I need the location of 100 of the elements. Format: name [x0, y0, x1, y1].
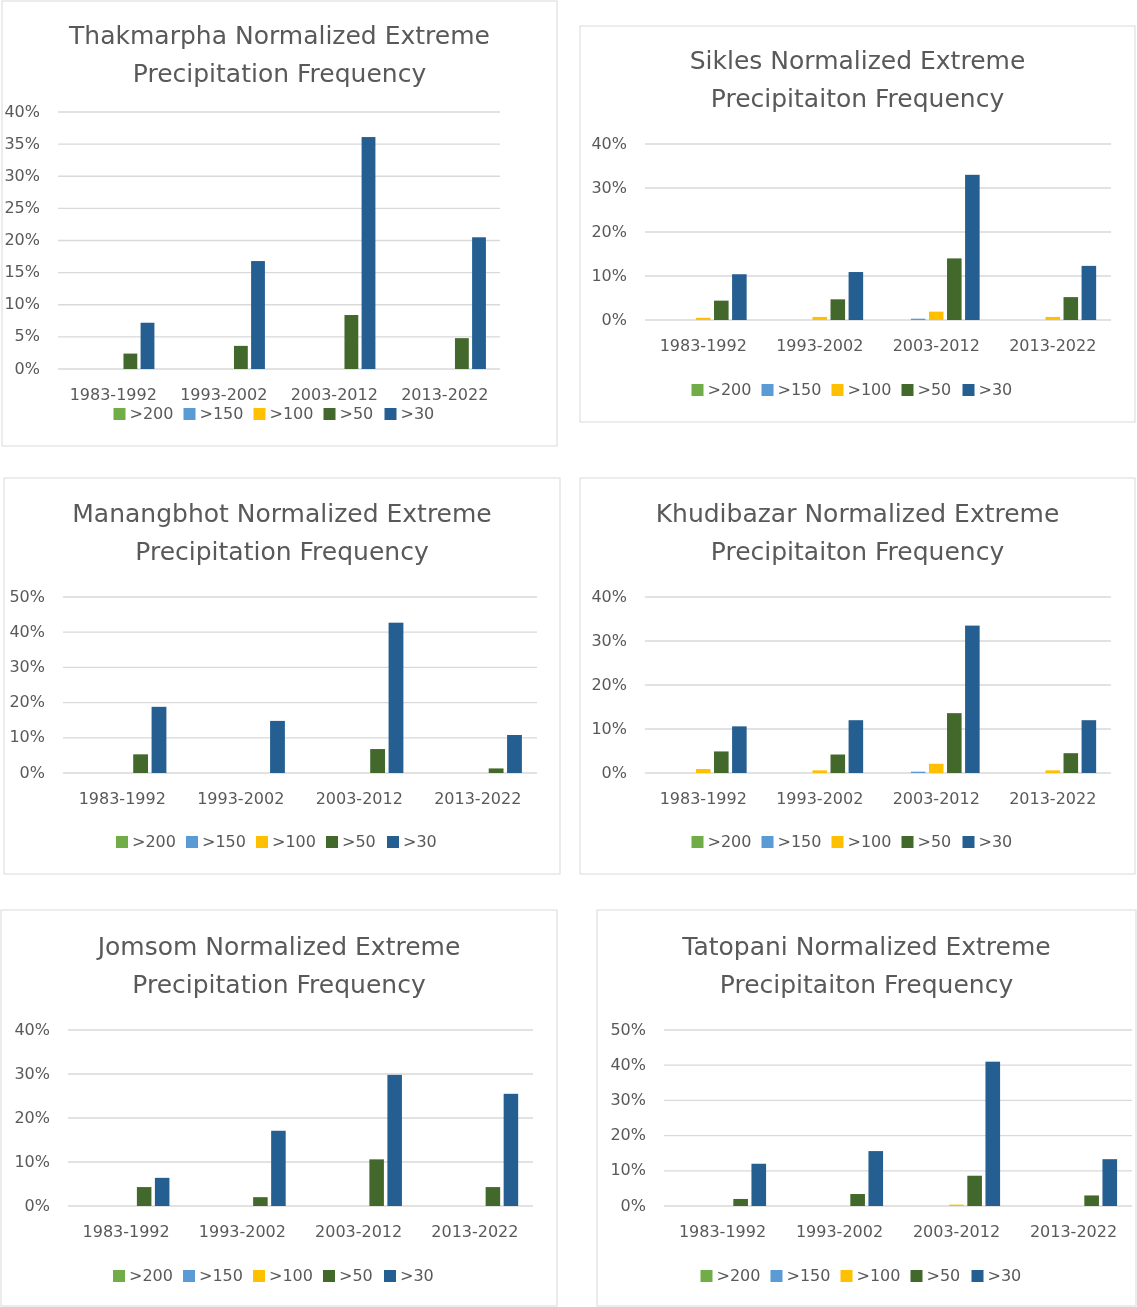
y-tick-label: 30%	[610, 1089, 646, 1109]
x-tick-label: 2003-2012	[892, 788, 980, 808]
legend-label: >150	[777, 831, 822, 851]
y-tick-label: 0%	[24, 1195, 50, 1215]
bar	[967, 1175, 982, 1206]
x-tick-label: 1993-2002	[776, 335, 864, 355]
bar	[370, 749, 386, 773]
bar	[947, 713, 962, 773]
bar	[454, 338, 469, 369]
x-tick-label: 1983-1992	[659, 788, 747, 808]
bar	[369, 1159, 384, 1206]
y-tick-label: 0%	[19, 762, 45, 782]
x-tick-label: 1983-1992	[678, 1221, 767, 1241]
x-tick-label: 2003-2012	[912, 1221, 1001, 1241]
legend-label: >30	[400, 403, 435, 423]
bar	[507, 734, 522, 773]
bar	[733, 1198, 748, 1206]
x-tick-label: 1993-2002	[776, 788, 864, 808]
bar	[830, 754, 846, 773]
x-tick-label: 2003-2012	[892, 335, 980, 355]
bar	[1063, 297, 1079, 320]
chart-title: Jomsom Normalized Extreme Precipitation Frequency	[95, 932, 461, 999]
legend-label: >30	[400, 1265, 434, 1285]
legend-label: >200	[707, 831, 752, 851]
legend-label: >200	[132, 831, 176, 851]
legend-label: >50	[342, 831, 376, 851]
bar	[812, 770, 828, 773]
bar	[695, 317, 711, 320]
x-tick-label: 1983-1992	[82, 1221, 170, 1241]
bar	[251, 261, 265, 369]
x-tick-label: 2013-2022	[1029, 1221, 1118, 1241]
legend-label: >200	[707, 379, 752, 399]
bar	[868, 1151, 884, 1206]
bar	[151, 706, 167, 773]
legend-label: >30	[978, 831, 1013, 851]
legend-label: >200	[129, 1265, 173, 1285]
bar	[233, 345, 248, 369]
y-tick-label: 30%	[591, 630, 627, 650]
legend-label: >100	[847, 379, 892, 399]
y-tick-label: 40%	[9, 621, 45, 641]
y-tick-label: 10%	[591, 265, 627, 285]
bar	[985, 1061, 1001, 1206]
x-tick-label: 2003-2012	[315, 1221, 403, 1241]
y-tick-label: 50%	[610, 1019, 646, 1039]
chart-title: Khudibazar Normalized Extreme Precipitaiton Frequency	[655, 499, 1060, 566]
legend-label: >100	[272, 831, 316, 851]
legend-label: >200	[129, 403, 174, 423]
y-tick-label: 10%	[14, 1151, 50, 1171]
bar	[695, 769, 711, 773]
bar	[965, 625, 980, 773]
chart-title: Sikles Normalized Extreme Precipitaiton Frequency	[689, 46, 1026, 113]
legend-label: >100	[856, 1265, 901, 1285]
bar	[344, 315, 359, 369]
legend-label: >30	[978, 379, 1013, 399]
bar	[848, 720, 864, 773]
bar	[1102, 1159, 1118, 1206]
bar	[503, 1093, 519, 1206]
x-tick-label: 2013-2022	[1009, 335, 1097, 355]
x-tick-label: 2013-2022	[431, 1221, 519, 1241]
bar	[732, 726, 747, 773]
legend-label: >100	[269, 1265, 313, 1285]
bar	[140, 322, 155, 369]
chart-title: Manangbhot Normalized Extreme Precipitation Frequency	[72, 499, 492, 566]
bar	[270, 720, 285, 773]
y-tick-label: 20%	[4, 230, 40, 249]
y-tick-label: 0%	[601, 309, 627, 329]
legend-label: >50	[926, 1265, 961, 1285]
y-tick-label: 20%	[9, 692, 45, 712]
y-tick-label: 40%	[4, 101, 40, 121]
bar	[1081, 720, 1097, 773]
legend-label: >30	[987, 1265, 1022, 1285]
y-tick-label: 0%	[14, 358, 40, 378]
y-tick-label: 30%	[9, 656, 45, 676]
legend-label: >50	[917, 831, 952, 851]
y-tick-label: 0%	[620, 1195, 646, 1215]
y-tick-label: 10%	[4, 294, 40, 314]
bar	[388, 622, 404, 773]
y-tick-label: 20%	[610, 1125, 646, 1145]
bar	[123, 353, 138, 369]
y-tick-label: 25%	[4, 197, 40, 217]
chart-title: Thakmarpha Normalized Extreme Precipitation Frequency	[68, 21, 490, 88]
bar	[154, 1177, 170, 1206]
y-tick-label: 30%	[4, 165, 40, 185]
bar	[812, 316, 828, 320]
bar	[928, 311, 944, 320]
y-tick-label: 40%	[14, 1019, 50, 1039]
y-tick-label: 10%	[610, 1160, 646, 1180]
bar	[1081, 265, 1097, 320]
legend-label: >30	[403, 831, 437, 851]
y-tick-label: 30%	[14, 1063, 50, 1083]
bar	[732, 274, 747, 320]
y-tick-label: 20%	[14, 1107, 50, 1127]
bar	[714, 300, 729, 320]
x-tick-label: 2013-2022	[1009, 788, 1097, 808]
bar	[253, 1197, 268, 1206]
bar	[271, 1130, 286, 1206]
bar	[965, 174, 980, 320]
bar	[830, 299, 846, 320]
legend-label: >50	[917, 379, 952, 399]
legend-label: >100	[269, 403, 314, 423]
